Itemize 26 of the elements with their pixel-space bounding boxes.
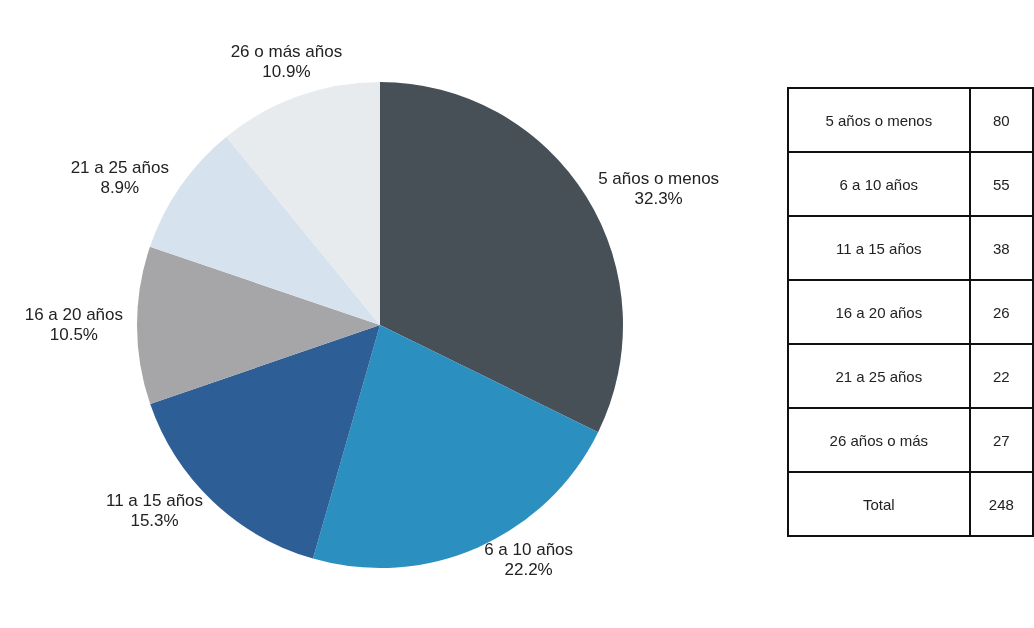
- category-label: 11 a 15 años: [788, 216, 970, 280]
- data-label: 55: [969, 152, 1033, 216]
- category-label: Total: [788, 472, 970, 536]
- category-label: 26 años o más: [788, 408, 970, 472]
- slice-label: 26 o más años: [230, 41, 343, 61]
- slice-label: 5 años o menos: [598, 168, 720, 188]
- data-label: 10.5%: [49, 325, 98, 345]
- slice-label: 21 a 25 años: [70, 158, 169, 178]
- category-label: 21 a 25 años: [788, 344, 970, 408]
- category-label: 16 a 20 años: [788, 280, 970, 344]
- data-label: 15.3%: [130, 511, 179, 531]
- data-label: 22.2%: [504, 559, 553, 579]
- data-label: 22: [969, 344, 1033, 408]
- data-label: 38: [969, 216, 1033, 280]
- data-label: 8.9%: [100, 178, 140, 198]
- data-label: 27: [969, 408, 1033, 472]
- data-label: 248: [969, 472, 1033, 536]
- slice-label: 11 a 15 años: [105, 491, 204, 511]
- data-label: 10.9%: [262, 61, 311, 81]
- data-label: 80: [969, 88, 1033, 152]
- category-label: 6 a 10 años: [788, 152, 970, 216]
- slice-label: 6 a 10 años: [484, 539, 574, 559]
- data-label: 32.3%: [634, 188, 683, 208]
- data-label: 26: [969, 280, 1033, 344]
- slice-label: 16 a 20 años: [24, 305, 123, 325]
- category-label: 5 años o menos: [788, 88, 970, 152]
